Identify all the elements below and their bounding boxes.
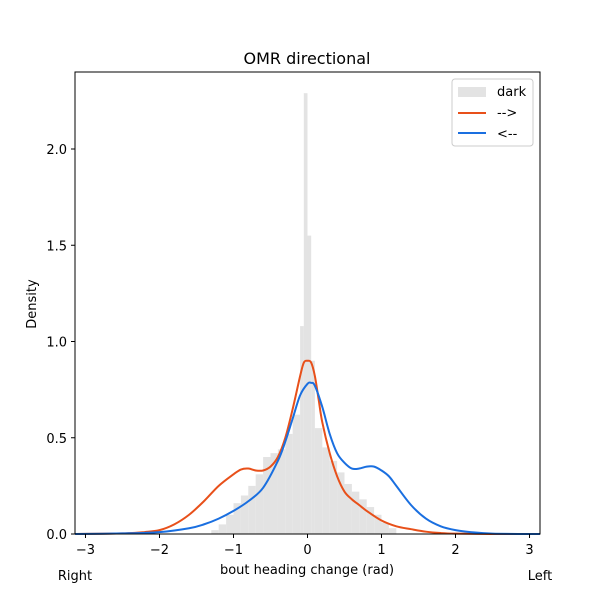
density-lines-layer [75,359,540,536]
y-tick-label: 1.5 [46,239,67,254]
histogram-bar [303,93,308,535]
density-line-left-arrow [75,381,540,535]
density-line-right-arrow [75,359,540,536]
legend-label-left-arrow: <-- [497,127,518,142]
histogram-bar [240,495,249,534]
histogram-bar [211,530,219,534]
histogram-bar [277,449,286,534]
y-tick-label: 0.0 [46,528,67,543]
x-tick-label: −2 [150,543,169,558]
histogram-layer [211,93,397,535]
y-tick-label: 1.0 [46,336,67,351]
x-tick-label: 1 [377,543,385,558]
corner-label-right: Right [58,569,92,584]
y-ticks: 0.0 0.5 1.0 1.5 2.0 [46,143,75,543]
histogram-bar [344,483,352,534]
legend-label-dark: dark [497,85,527,100]
histogram-bar [322,447,330,534]
histogram-bar [270,453,278,534]
histogram-bar [374,514,382,534]
histogram-bar [314,428,323,534]
x-axis-label: bout heading change (rad) [220,563,394,578]
histogram-bar [381,522,389,534]
x-tick-label: 3 [525,543,533,558]
histogram-bar [285,433,293,534]
corner-label-left: Left [528,569,552,584]
histogram-bar [359,499,367,534]
y-axis-label: Density [25,279,40,329]
histogram-bar [226,514,234,534]
histogram-bar [337,472,345,534]
x-ticks: −3 −2 −1 0 1 2 3 [76,534,534,558]
legend-swatch-dark [458,87,486,97]
histogram-bar [263,457,271,534]
chart-title: OMR directional [244,49,371,68]
histogram-bar [351,491,360,534]
legend: dark --> <-- [451,78,534,147]
histogram-bar [248,485,256,534]
histogram-bar [307,235,312,534]
histogram-bar [388,528,397,534]
histogram-bar [311,360,315,534]
y-tick-label: 0.5 [46,432,67,447]
x-tick-label: 2 [451,543,459,558]
histogram-bar [233,503,241,534]
histogram-bar [255,474,264,534]
histogram-bar [329,460,338,534]
x-tick-label: 0 [303,543,311,558]
y-tick-label: 2.0 [46,143,67,158]
histogram-bar [292,414,301,534]
histogram-bar [218,524,227,534]
legend-label-right-arrow: --> [497,106,517,121]
x-tick-label: −3 [76,543,95,558]
x-tick-label: −1 [224,543,243,558]
histogram-bar [300,326,304,534]
histogram-bar [366,507,375,534]
